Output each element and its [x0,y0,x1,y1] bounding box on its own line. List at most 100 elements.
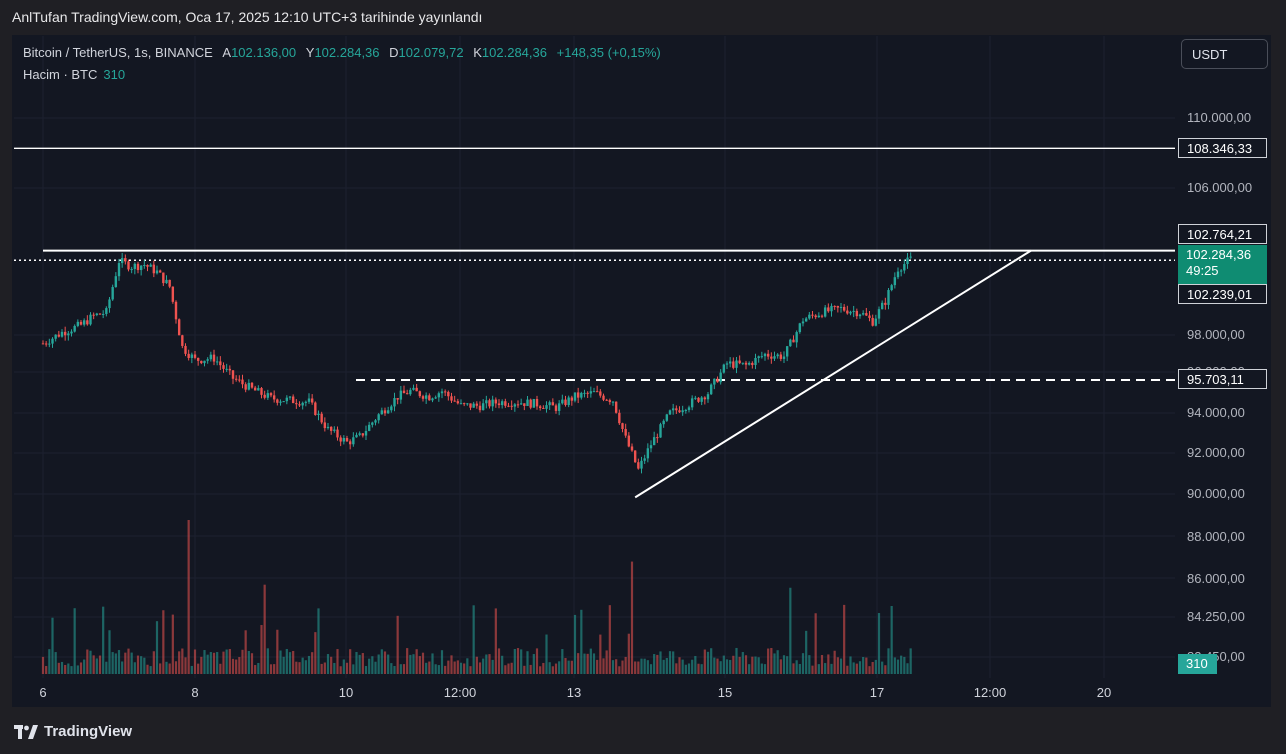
candle-body [200,360,203,364]
volume-bar [545,634,548,674]
candle-body [751,362,754,366]
volume-bar [73,608,76,674]
candle-body [193,354,197,358]
volume-bar [421,652,425,674]
candle-body [630,446,634,451]
candle-body [48,343,51,345]
candle-body [136,263,140,271]
volume-bar [836,657,839,674]
volume-bar [786,656,789,674]
candle-body [155,270,159,274]
volume-bar [174,661,178,674]
volume-bar [539,666,542,674]
candle-body [219,361,222,366]
volume-bar [440,650,444,674]
volume-bar [808,655,811,674]
volume-bar [824,663,827,674]
candle-body [79,321,83,325]
volume-bar [849,656,852,674]
tradingview-logo[interactable]: TradingView [14,723,132,740]
candle-body [212,354,216,362]
candle-body [877,309,881,319]
volume-bar [748,664,751,674]
candle-body [371,422,374,425]
volume-bar [814,613,817,674]
volume-bar [219,663,222,674]
volume-bar [792,663,795,674]
volume-bar [659,651,662,674]
candle-body [564,399,567,406]
candle-body [257,388,260,391]
candle-body [428,395,431,401]
volume-bar [858,661,862,674]
candle-body [580,392,583,398]
candle-body [396,398,399,400]
volume-bar [681,659,684,674]
candle-body [63,331,67,336]
volume-bar [592,653,596,674]
volume-bar [551,666,554,674]
low-label: D [389,45,399,60]
volume-bar [900,655,903,674]
candle-body [681,410,684,413]
volume-bar [371,656,374,674]
candle-body [554,405,558,411]
candle-body [402,390,406,394]
candle-body [602,395,605,400]
candle-body [89,314,92,325]
publish-info: AnlTufan TradingView.com, Oca 17, 2025 1… [12,9,483,25]
volume-bar [57,662,60,674]
candle-body [548,402,551,406]
candle-body [304,401,308,403]
candle-body [858,314,862,317]
volume-bar [358,654,361,674]
volume-bar [285,648,288,674]
candle-body [725,363,729,365]
volume-bar [295,661,298,674]
volume-bar [352,664,355,674]
candle-body [741,362,745,364]
volume-bar [516,648,520,674]
candle-body [906,257,909,265]
volume-bar [402,664,406,674]
candle-body [839,306,843,308]
chart-panel[interactable] [12,35,1271,707]
symbol-name: Bitcoin / TetherUS, 1s, BINANCE [23,45,213,60]
candle-body [576,392,580,398]
candle-body [706,394,710,400]
candle-body [127,261,130,270]
volume-bar [567,660,570,674]
currency-button[interactable]: USDT [1181,39,1268,69]
candle-body [735,360,738,368]
candle-body [70,331,73,334]
level-label-102764: 102.764,21 [1178,224,1267,244]
candle-body [241,379,244,385]
candle-body [307,398,311,402]
volume-bar [535,648,539,674]
candle-body [253,387,257,391]
volume-bar [729,659,732,674]
volume-bar [868,666,871,674]
volume-bar [475,656,478,674]
candle-body [820,315,824,317]
candle-body [374,420,377,423]
volume-bar [833,650,836,674]
volume-bar [67,663,70,674]
price-levels [14,147,1175,381]
volume-bar [399,664,402,674]
volume-bar [798,663,801,674]
volume-bar [624,656,627,674]
candle-body [738,360,741,364]
volume-bar [428,661,431,674]
candle-body [573,392,577,401]
candle-body [893,277,897,286]
candle-body [272,395,276,400]
candle-body [469,403,472,408]
x-tick-label: 12:00 [973,685,1007,700]
candle-body [196,357,200,361]
volume-bar [472,605,475,674]
candle-body [754,357,757,366]
volume-legend: Hacim · BTC 310 [23,67,125,82]
volume-bar [732,655,735,674]
